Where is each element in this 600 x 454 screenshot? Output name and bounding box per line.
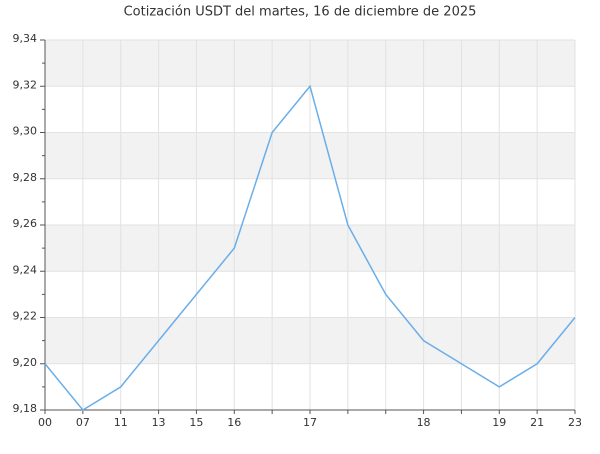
y-tick-label: 9,18	[13, 402, 38, 415]
y-tick-label: 9,30	[13, 125, 38, 138]
y-tick-label: 9,32	[13, 78, 38, 91]
x-tick-label: 17	[303, 416, 317, 429]
x-tick-label: 23	[568, 416, 582, 429]
y-tick-label: 9,20	[13, 356, 38, 369]
x-tick-label: 15	[189, 416, 203, 429]
y-tick-label: 9,28	[13, 171, 38, 184]
x-tick-label: 16	[227, 416, 241, 429]
x-tick-label: 11	[114, 416, 128, 429]
data-line	[44, 84, 576, 411]
x-tick-label: 00	[38, 416, 52, 429]
y-tick-label: 9,34	[13, 32, 38, 45]
y-tick-label: 9,26	[13, 217, 38, 230]
x-tick-label: 13	[152, 416, 166, 429]
chart-title: Cotización USDT del martes, 16 de diciem…	[124, 5, 477, 20]
x-tick-label: 07	[76, 416, 90, 429]
y-tick-label: 9,24	[13, 263, 38, 276]
x-tick-label: 18	[417, 416, 431, 429]
x-tick-label: 19	[492, 416, 506, 429]
x-tick-label: 21	[530, 416, 544, 429]
y-tick-label: 9,22	[13, 310, 38, 323]
